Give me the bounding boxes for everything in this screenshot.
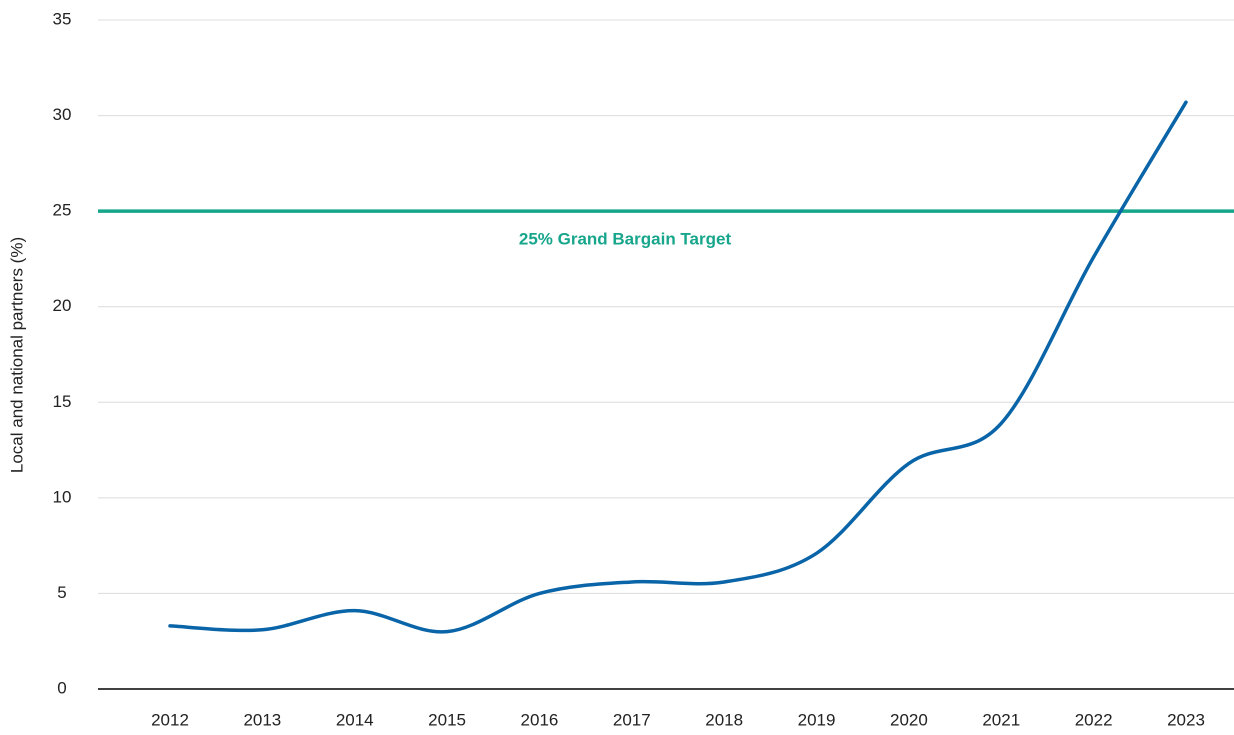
x-tick-label: 2015	[428, 710, 466, 729]
x-tick-label: 2019	[798, 710, 836, 729]
y-tick-label: 15	[53, 392, 72, 411]
y-tick-label: 30	[53, 105, 72, 124]
y-tick-label: 35	[53, 9, 72, 28]
y-tick-label: 20	[53, 296, 72, 315]
data-line	[168, 100, 1188, 634]
y-tick-label: 0	[57, 678, 66, 697]
x-tick-label: 2013	[243, 710, 281, 729]
x-tick-label: 2016	[521, 710, 559, 729]
y-tick-label: 5	[57, 583, 66, 602]
x-tick-label: 2018	[705, 710, 743, 729]
y-tick-label: 25	[53, 201, 72, 220]
x-tick-label: 2023	[1167, 710, 1205, 729]
x-tick-label: 2021	[982, 710, 1020, 729]
x-tick-label: 2022	[1075, 710, 1113, 729]
x-tick-label: 2017	[613, 710, 651, 729]
x-tick-label: 2014	[336, 710, 374, 729]
x-tick-label: 2012	[151, 710, 189, 729]
x-tick-label: 2020	[890, 710, 928, 729]
target-label: 25% Grand Bargain Target	[519, 230, 732, 249]
y-tick-label: 10	[53, 487, 72, 506]
y-axis-label: Local and national partners (%)	[7, 237, 26, 473]
